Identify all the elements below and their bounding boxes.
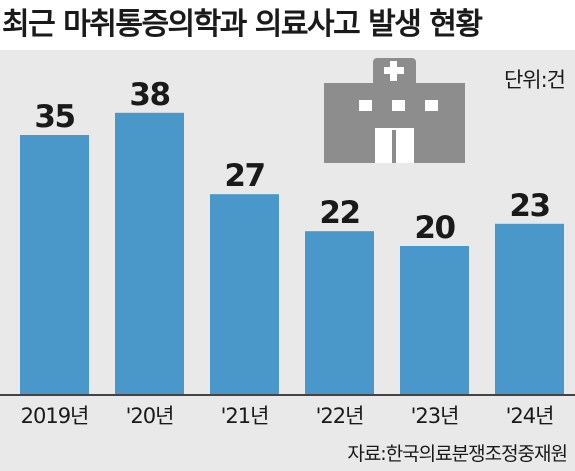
unit-label: 단위:건 (503, 68, 566, 92)
data-label: 35 (34, 99, 74, 135)
source-label: 자료:한국의료분쟁조정중재원 (347, 443, 568, 465)
bar (495, 223, 564, 394)
bar (115, 112, 184, 395)
x-tick-label: '21년 (221, 404, 269, 428)
data-label: 22 (319, 195, 359, 231)
bar (20, 135, 89, 394)
x-tick-label: '24년 (506, 404, 554, 428)
bar (305, 231, 374, 394)
hospital-icon (324, 58, 465, 163)
bar (210, 194, 279, 394)
x-tick-label: '20년 (126, 404, 174, 428)
chart-title: 최근 마취통증의학과 의료사고 발생 현황 (0, 0, 575, 50)
data-label: 38 (129, 77, 169, 113)
x-tick-label: '23년 (411, 404, 459, 428)
data-label: 27 (224, 158, 264, 194)
x-tick-label: 2019년 (21, 404, 89, 428)
bar (400, 246, 469, 394)
x-tick-label: '22년 (316, 404, 364, 428)
data-label: 23 (509, 188, 549, 224)
data-label: 20 (414, 210, 455, 246)
